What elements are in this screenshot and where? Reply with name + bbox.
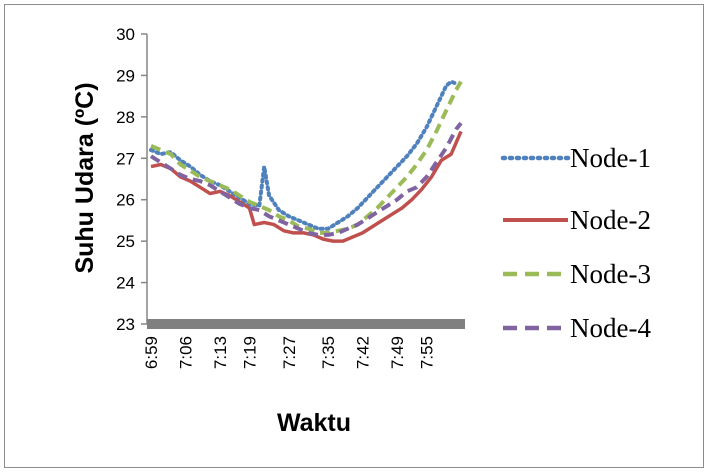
x-tick-label: 7:42 xyxy=(354,336,373,369)
x-tick-label: 7:35 xyxy=(319,336,338,369)
x-axis-ticks: 6:59 7:06 7:13 7:19 7:27 7:35 7:42 7:49 7:55 xyxy=(142,336,437,369)
x-tick-label: 7:27 xyxy=(280,336,299,369)
legend-label-3: Node-3 xyxy=(570,259,651,289)
y-tick-label: 28 xyxy=(116,108,135,127)
series-line-3 xyxy=(150,80,463,235)
y-tick-label: 26 xyxy=(116,191,135,210)
legend-label-4: Node-4 xyxy=(570,313,651,343)
y-tick-label: 24 xyxy=(116,274,135,293)
series-line-4 xyxy=(149,121,463,237)
x-axis-title: Waktu xyxy=(277,409,351,437)
y-tick-label: 27 xyxy=(116,149,135,168)
y-tick-label: 25 xyxy=(116,232,135,251)
legend-label-2: Node-2 xyxy=(570,205,651,235)
series-line-1 xyxy=(149,79,459,231)
x-tick-label: 7:19 xyxy=(240,336,259,369)
x-tick-label: 7:13 xyxy=(211,336,230,369)
y-tick-label: 23 xyxy=(116,315,135,334)
x-tick-label: 6:59 xyxy=(142,336,161,369)
series-line-2 xyxy=(150,130,463,243)
y-axis-title: Suhu Udara (ºC) xyxy=(71,82,99,273)
legend: Node-1 Node-2 Node-3 Node-4 xyxy=(500,143,651,343)
x-tick-label: 7:06 xyxy=(176,336,195,369)
x-tick-label: 7:49 xyxy=(388,336,407,369)
legend-label-1: Node-1 xyxy=(570,143,651,173)
y-axis-ticks: 23 24 25 26 27 28 29 30 xyxy=(116,25,148,334)
x-tick-label: 7:55 xyxy=(418,336,437,369)
y-tick-label: 29 xyxy=(116,66,135,85)
x-axis-line xyxy=(147,319,465,329)
y-tick-label: 30 xyxy=(116,25,135,44)
series-layer xyxy=(149,79,463,243)
